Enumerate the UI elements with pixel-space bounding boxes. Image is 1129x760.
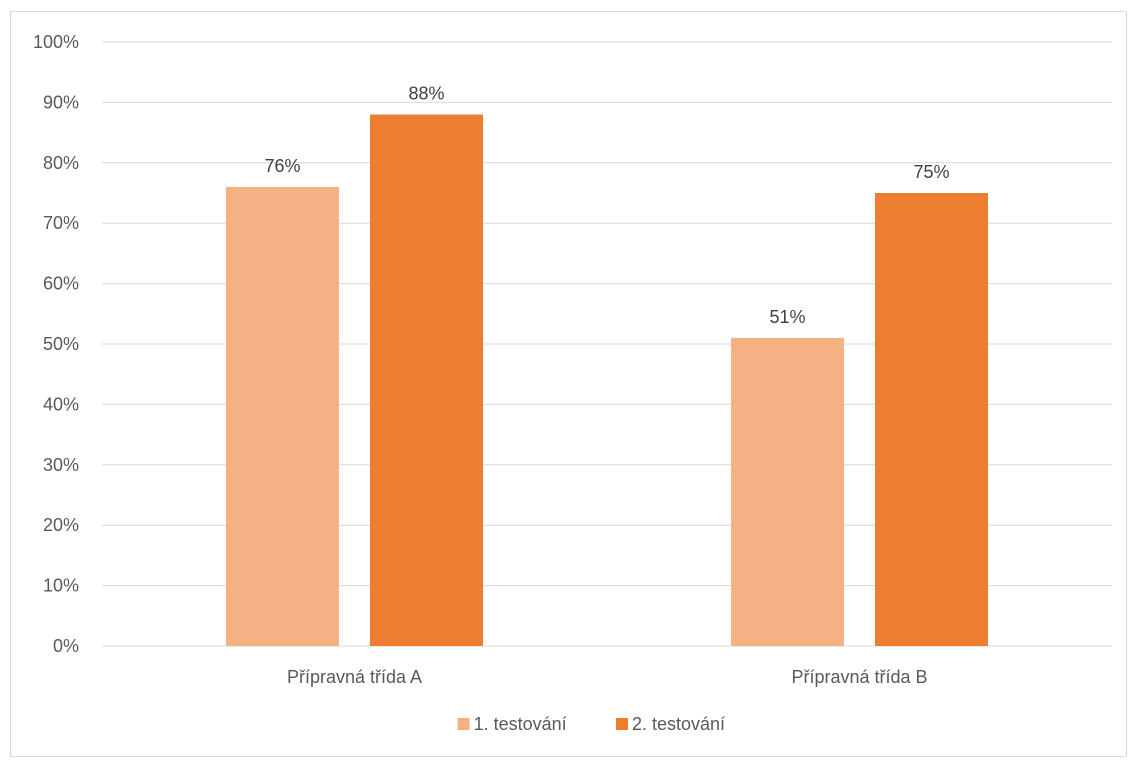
legend-label: 2. testování xyxy=(632,714,725,734)
y-tick-label: 100% xyxy=(33,32,79,52)
y-tick-label: 70% xyxy=(43,213,79,233)
y-tick-label: 20% xyxy=(43,515,79,535)
x-axis-ticks: Přípravná třída A Přípravná třída B xyxy=(287,667,928,687)
legend-item: 1. testování xyxy=(457,714,567,734)
legend-label: 1. testování xyxy=(474,714,567,734)
chart-frame: 0% 10% 20% 30% 40% 50% 60% 70% 80% 90% 100% 76% 88%… xyxy=(10,11,1127,757)
y-tick-label: 30% xyxy=(43,455,79,475)
bar-chart: 0% 10% 20% 30% 40% 50% 60% 70% 80% 90% 100% 76% 88%… xyxy=(33,32,1112,734)
data-label: 51% xyxy=(769,307,805,327)
bar-series-2-a xyxy=(370,114,483,647)
data-labels: 76% 88% 51% 75% xyxy=(264,83,949,326)
data-label: 75% xyxy=(913,162,949,182)
y-tick-label: 80% xyxy=(43,153,79,173)
bar-series-1-a xyxy=(226,186,339,646)
y-tick-label: 50% xyxy=(43,334,79,354)
legend: 1. testování 2. testování xyxy=(457,714,725,734)
bar-series-1-b xyxy=(731,337,844,646)
legend-swatch xyxy=(616,718,628,730)
data-label: 88% xyxy=(408,83,444,103)
bar-series-2-b xyxy=(875,193,988,646)
y-tick-label: 40% xyxy=(43,394,79,414)
x-tick-label: Přípravná třída B xyxy=(791,667,927,687)
legend-swatch xyxy=(457,718,470,730)
y-tick-label: 60% xyxy=(43,274,79,294)
y-tick-label: 90% xyxy=(43,92,79,112)
y-tick-label: 10% xyxy=(43,576,79,596)
bars xyxy=(226,114,988,647)
data-label: 76% xyxy=(264,156,300,176)
y-axis-ticks: 0% 10% 20% 30% 40% 50% 60% 70% 80% 90% 100% xyxy=(33,32,79,656)
x-tick-label: Přípravná třída A xyxy=(287,667,422,687)
legend-item: 2. testování xyxy=(616,714,725,734)
y-tick-label: 0% xyxy=(53,636,79,656)
